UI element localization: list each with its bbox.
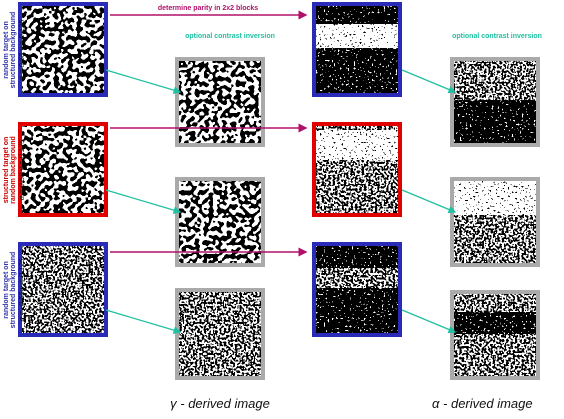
noise-band: [316, 130, 398, 160]
noise-band: [454, 312, 536, 334]
inversion-label: optional contrast inversion: [185, 33, 275, 40]
row-params: α = 0.58 γ = 0.125: [17, 139, 26, 200]
noise-image: [179, 292, 261, 376]
inversion-arrows: [106, 70, 455, 332]
alpha-caption: α - derived image: [432, 396, 533, 411]
noise-band: [454, 100, 536, 143]
row-label: structured target on random background α…: [3, 136, 26, 204]
noise-image: [179, 181, 261, 263]
arrow: [106, 310, 180, 332]
row-label-line: random target on: [3, 261, 10, 319]
noise-image: [179, 61, 261, 143]
noise-image: [316, 246, 398, 333]
row-params: α = -0.58 γ = 0.125: [17, 258, 26, 322]
noise-image: [22, 246, 104, 333]
noise-band: [454, 181, 536, 215]
row-label-line: structured background: [10, 252, 17, 329]
page: {"header":{"parity_label":"determine par…: [0, 0, 564, 419]
noise-image: [316, 6, 398, 93]
figure: determine parity in 2x2 blocks optional …: [0, 0, 564, 414]
arrow: [402, 310, 455, 332]
noise-band: [316, 268, 398, 288]
noise-image: [22, 6, 104, 93]
noise-band: [316, 24, 398, 48]
row-label: random target on structured background α…: [3, 12, 26, 89]
arrow: [106, 190, 180, 212]
inversion-label: optional contrast inversion: [452, 33, 542, 40]
row-label-line: structured background: [10, 12, 17, 89]
row-label: random target on structured background α…: [3, 252, 26, 329]
arrow: [106, 70, 180, 92]
row-label-line: random background: [10, 136, 17, 204]
noise-image: [454, 294, 536, 376]
noise-image: [22, 126, 104, 213]
parity-label: determine parity in 2x2 blocks: [158, 5, 258, 12]
arrow: [402, 70, 455, 92]
row-params: α = 0.58 γ = 0.125: [17, 19, 26, 80]
gamma-caption: γ - derived image: [170, 396, 270, 411]
row-label-line: random target on: [3, 21, 10, 79]
row-label-line: structured target on: [3, 137, 10, 204]
arrow: [402, 190, 455, 212]
